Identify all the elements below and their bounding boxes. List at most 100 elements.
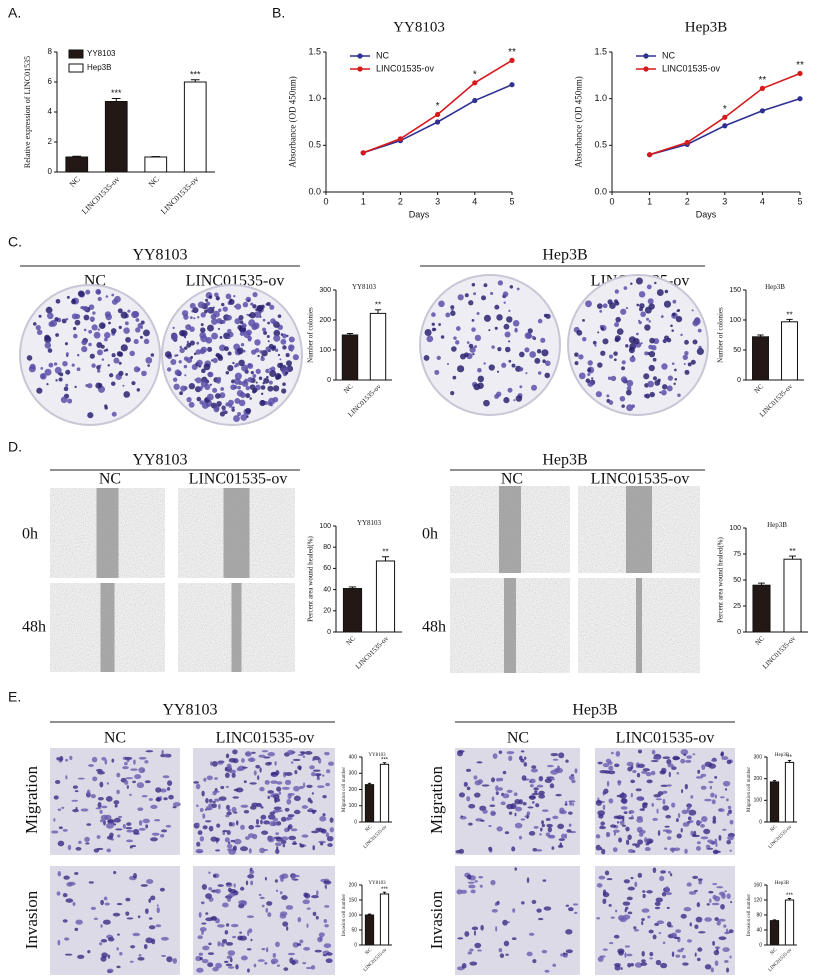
colony [582,318,585,322]
cell [57,840,65,847]
cell [240,886,245,891]
cell [729,849,732,852]
colony [519,385,523,389]
cell [714,917,719,922]
cell [208,942,212,946]
y-tick-label: 0 [737,377,741,384]
group-title: Hep3B [542,247,587,264]
cell [697,769,701,774]
colony [91,324,98,331]
cell [555,793,562,797]
cell [80,808,89,812]
cell [531,765,537,769]
colony [137,322,143,329]
cell [677,813,681,818]
cell [610,916,615,919]
cell [712,820,717,824]
cell [329,827,334,833]
cell [473,930,476,936]
cell [610,751,614,755]
cell [150,837,158,842]
y-tick-label: 0 [737,629,741,636]
cell [217,924,225,928]
cell [138,820,143,826]
colony [648,350,656,358]
bar [781,321,798,381]
colony [267,340,270,343]
y-axis-label: Number of colonies [306,307,314,363]
y-tick-label: 80 [756,912,762,918]
colony [209,383,212,386]
cell [474,792,481,798]
cell [565,929,573,935]
cell [267,795,270,800]
cell [634,962,643,968]
cell [63,875,70,880]
cell [696,820,703,824]
colony [111,411,117,417]
colony [247,299,250,302]
colony [48,362,54,368]
cell [322,774,325,777]
colony [630,282,633,285]
colony [136,388,141,392]
cell [613,829,620,833]
colony [587,372,591,377]
colony [608,400,614,405]
cell [74,872,79,875]
colony [219,344,226,352]
cell [729,819,734,825]
colony [544,360,551,367]
colony [279,358,282,361]
colony [504,331,511,338]
colony [32,322,37,326]
cell [67,844,72,851]
y-tick-label: 100 [754,798,763,804]
y-tick-label: 150 [729,287,741,294]
x-tick-label: LINC01535-ov [761,634,798,671]
colony [582,336,587,342]
colony [62,360,68,367]
colony [512,319,520,327]
cell [130,768,138,771]
cell [458,792,465,798]
colony [654,380,661,386]
cell [703,828,711,835]
cell [503,940,510,947]
cell [565,759,569,763]
colony [629,356,636,363]
cell [714,794,718,799]
colony [179,347,185,354]
x-tick-label: NC [147,175,161,189]
cell [137,915,141,919]
cell [506,789,513,793]
legend-swatch [68,49,84,59]
colony [477,367,482,373]
x-tick-label: 4 [472,196,477,206]
bar [364,914,375,946]
colony [292,354,299,361]
cell [161,749,164,755]
cell [574,768,578,774]
cell [672,756,681,760]
cell [241,766,248,769]
y-axis-label: Percent area wound healed(%) [716,536,724,622]
cell [328,761,335,766]
colony [176,354,179,357]
colony [540,337,546,343]
cell [474,942,482,949]
colony [123,327,130,334]
colony [200,385,204,389]
wound-gap [100,583,115,672]
colony [585,378,591,383]
cell [601,848,606,855]
colony [257,354,260,358]
cell [695,776,704,779]
cell [542,809,549,812]
cell [232,758,239,764]
cell [636,815,643,820]
colony [473,292,477,296]
cell [102,919,111,925]
cell [293,795,301,802]
colony [477,375,485,383]
